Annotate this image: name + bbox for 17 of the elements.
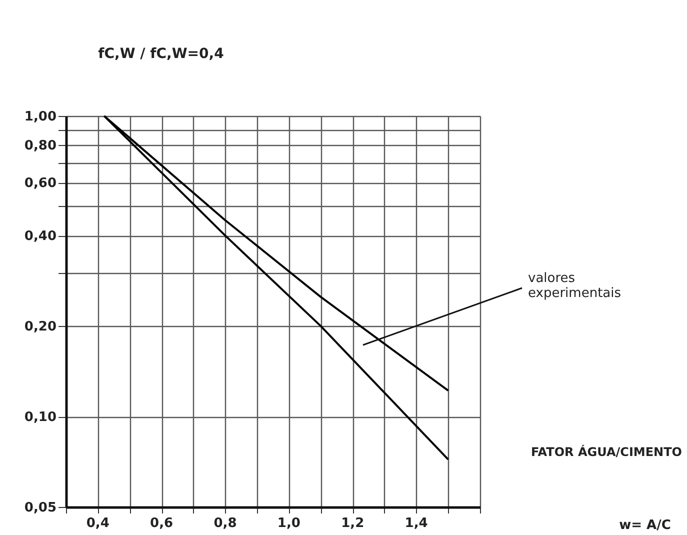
x-tick-label: 0,4 <box>86 516 110 531</box>
x-tick-label: 1,2 <box>341 516 364 531</box>
x-tick-label: 0,8 <box>214 516 237 531</box>
y-tick-label: 0,40 <box>24 229 56 244</box>
y-tick-label: 1,00 <box>24 110 56 124</box>
y-tick-label: 0,80 <box>24 138 56 154</box>
y-tick-label: 0,60 <box>24 176 56 192</box>
y-tick-label: 0,05 <box>24 500 56 516</box>
text: w= A/C <box>619 518 671 533</box>
x-tick-label: 1,0 <box>277 516 300 531</box>
x-tick-label: 1,4 <box>404 516 428 531</box>
text: valores experimentais <box>528 271 622 301</box>
y-tick-label: 0,20 <box>24 320 56 335</box>
y-axis-title: fC,W / fC,W=0,4 <box>98 46 224 62</box>
x-axis-title: FATOR ÁGUA/CIMENTO <box>530 444 682 459</box>
y-tick-label: 0,10 <box>24 410 56 426</box>
x-tick-label: 0,6 <box>150 516 174 531</box>
